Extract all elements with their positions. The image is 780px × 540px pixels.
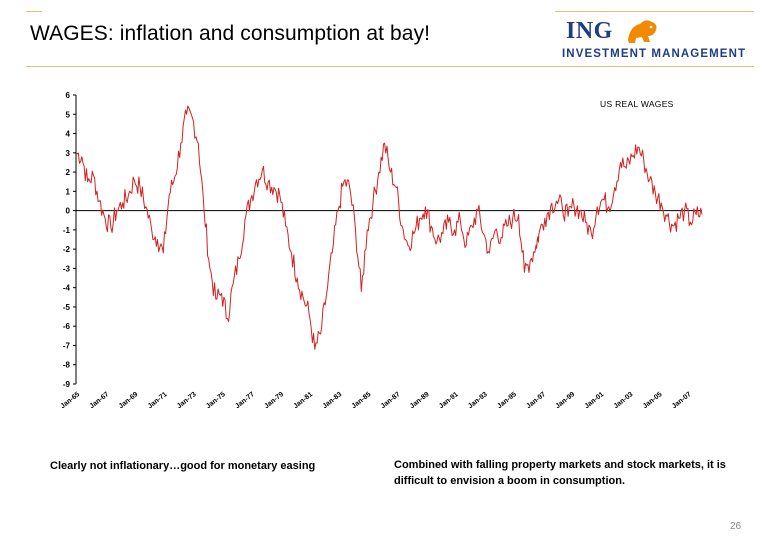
x-tick-label: Jan-91 — [438, 391, 460, 410]
ing-logo: ING INVESTMENT MANAGEMENT — [562, 16, 752, 64]
y-tick-label: 2 — [66, 168, 71, 177]
y-tick-labels: 6 5 4 3 2 1 0 -1 -2 -3 -4 -5 -6 -7 -8 -9 — [63, 91, 76, 389]
x-tick-label: Jan-81 — [292, 391, 314, 410]
x-tick-label: Jan-03 — [613, 391, 635, 410]
x-tick-label: Jan-77 — [234, 391, 256, 410]
x-tick-label: Jan-69 — [118, 391, 140, 410]
series-group — [75, 105, 703, 350]
y-tick-label: -7 — [63, 341, 71, 350]
x-tick-label: Jan-79 — [263, 391, 285, 410]
header-line-right — [555, 11, 754, 12]
caption-left: Clearly not inflationary…good for moneta… — [50, 460, 316, 472]
legend-label: US REAL WAGES — [600, 99, 674, 109]
caption-right: Combined with falling property markets a… — [394, 459, 726, 487]
x-tick-label: Jan-89 — [409, 391, 431, 410]
y-tick-label: -6 — [63, 322, 71, 331]
x-tick-label: Jan-83 — [321, 391, 343, 410]
y-tick-label: -8 — [63, 361, 71, 370]
x-tick-label: Jan-95 — [496, 391, 518, 410]
logo-tagline: INVESTMENT MANAGEMENT — [562, 48, 747, 60]
y-tick-label: 1 — [66, 187, 71, 196]
x-tick-label: Jan-67 — [89, 391, 111, 410]
x-tick-label: Jan-97 — [525, 391, 547, 410]
x-tick-label: Jan-99 — [554, 391, 576, 410]
x-tick-label: Jan-85 — [351, 391, 373, 410]
header-divider — [26, 66, 754, 67]
y-tick-label: -2 — [63, 245, 71, 254]
x-tick-labels: Jan-65 Jan-67 Jan-69 Jan-71 Jan-73 Jan-75 Jan-… — [59, 391, 692, 410]
y-tick-label: -5 — [63, 303, 71, 312]
y-tick-label: 3 — [66, 149, 71, 158]
y-tick-label: -4 — [63, 284, 71, 293]
x-tick-label: Jan-71 — [147, 391, 169, 410]
y-tick-label: -3 — [63, 264, 71, 273]
x-tick-label: Jan-73 — [176, 391, 198, 410]
header-line-left — [26, 11, 42, 12]
y-tick-label: 0 — [66, 207, 71, 216]
x-tick-label: Jan-87 — [380, 391, 402, 410]
y-tick-label: 5 — [66, 110, 71, 119]
lion-icon — [628, 20, 657, 43]
x-tick-label: Jan-93 — [467, 391, 489, 410]
y-tick-label: -9 — [63, 380, 71, 389]
x-tick-label: Jan-05 — [642, 391, 664, 410]
x-tick-label: Jan-07 — [671, 391, 693, 410]
logo-wordmark: ING — [566, 18, 613, 44]
x-tick-label: Jan-65 — [59, 391, 81, 410]
y-tick-label: -1 — [63, 226, 71, 235]
page-number: 26 — [730, 521, 742, 532]
slide-title: WAGES: inflation and consumption at bay! — [30, 22, 431, 45]
y-tick-label: 4 — [66, 130, 71, 139]
series-line-us-real-wages — [75, 105, 703, 350]
x-tick-label: Jan-75 — [205, 391, 227, 410]
x-tick-label: Jan-01 — [584, 391, 606, 410]
y-tick-label: 6 — [66, 91, 71, 100]
